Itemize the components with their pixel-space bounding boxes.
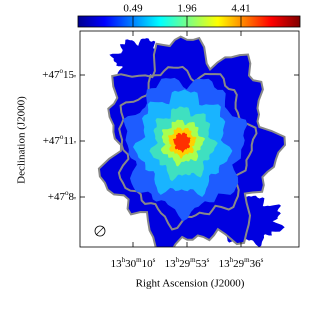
tick-label-part: 36: [250, 258, 262, 270]
tick-label-part: o: [65, 189, 69, 197]
tick-label-part: +47: [48, 191, 66, 203]
x-axis-title: Right Ascension (J2000): [136, 278, 245, 290]
tick-label-part: h: [230, 256, 234, 264]
x-tick-label: 13h29m53s: [165, 256, 210, 270]
x-tick-label: 13h30m10s: [111, 256, 156, 270]
tick-label-part: h: [122, 256, 126, 264]
intensity-map: [97, 35, 287, 247]
y-axis-title: Declination (J2000): [16, 96, 28, 184]
tick-label-part: s: [207, 256, 210, 264]
tick-label-part: o: [60, 133, 64, 141]
tick-label-part: 53: [196, 258, 208, 270]
contour: [97, 35, 287, 247]
tick-label-part: m: [190, 256, 196, 264]
tick-label-part: h: [176, 256, 180, 264]
plot-frame: [79, 30, 300, 248]
beam: [94, 225, 106, 237]
tick-label-part: s: [153, 256, 156, 264]
tick-label-part: +47: [43, 135, 61, 147]
tick-label-part: 15: [63, 69, 75, 81]
colorbar-tick-label: 1.96: [177, 3, 197, 15]
tick-label-part: o: [60, 67, 64, 75]
core: [173, 132, 191, 153]
tick-label-part: 13: [219, 258, 231, 270]
y-tick-label: +47o15': [42, 67, 76, 85]
tick-label-part: +47: [42, 69, 60, 81]
tick-label-part: 29: [179, 258, 191, 270]
tick-label-part: m: [244, 256, 250, 264]
colorbar-tick-label: 4.41: [231, 3, 250, 15]
tick-label-part: 8: [69, 191, 75, 203]
tick-label-part: 13: [165, 258, 177, 270]
colorbar-tick-label: 0.49: [123, 3, 143, 15]
tick-label-part: ': [74, 139, 76, 151]
y-tick-label: +47o8': [48, 189, 76, 207]
tick-label-part: 11: [63, 135, 74, 147]
colorbar: [77, 15, 301, 28]
tick-label-part: ': [74, 195, 76, 207]
tick-label-part: m: [136, 256, 142, 264]
tick-label-part: ': [74, 73, 76, 85]
tick-label-part: 10: [142, 258, 154, 270]
tick-label-part: 30: [125, 258, 137, 270]
y-tick-label: +47o11': [43, 133, 76, 151]
beam-hatch: [95, 226, 105, 236]
tick-label-part: s: [261, 256, 264, 264]
x-tick-label: 13h29m36s: [219, 256, 264, 270]
tick-label-part: 29: [233, 258, 245, 270]
tick-label-part: 13: [111, 258, 123, 270]
